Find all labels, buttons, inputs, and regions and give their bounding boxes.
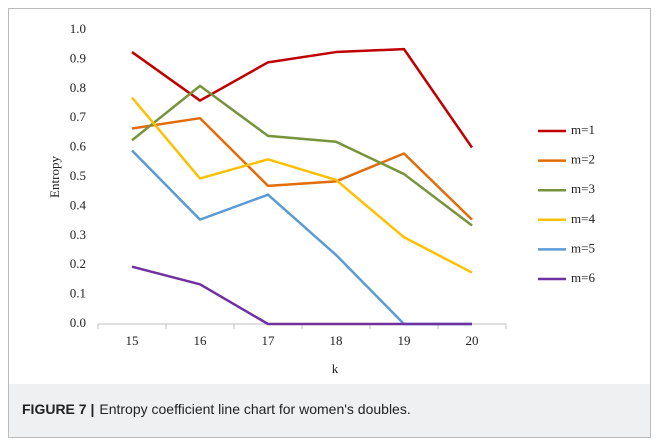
x-tick-label: 17: [262, 333, 276, 348]
legend-label: m=4: [571, 211, 595, 226]
series-line: [131, 47, 474, 149]
series-line: [131, 84, 473, 227]
legend-label: m=5: [571, 240, 595, 255]
y-tick-label: 0.3: [70, 227, 86, 242]
y-tick-label: 0.7: [70, 109, 87, 124]
legend-label: m=1: [571, 122, 595, 137]
caption-band: [9, 384, 650, 437]
y-tick-label: 0.4: [70, 197, 87, 212]
x-tick-label: 20: [466, 333, 479, 348]
x-axis-label: k: [332, 361, 339, 376]
legend-label: m=3: [571, 181, 595, 196]
caption: FIGURE 7 | Entropy coefficient line chart…: [22, 401, 411, 417]
y-tick-label: 0.5: [70, 168, 86, 183]
series-line: [131, 265, 472, 326]
legend-label: m=6: [571, 270, 595, 285]
y-tick-label: 0.6: [70, 139, 87, 154]
y-axis-label: Entropy: [47, 156, 62, 198]
y-tick-label: 0.1: [70, 286, 86, 301]
series-line: [131, 116, 473, 221]
y-tick-label: 0.0: [70, 315, 86, 330]
y-tick-label: 0.9: [70, 50, 86, 65]
legend-label: m=2: [571, 152, 595, 167]
x-tick-label: 16: [194, 333, 208, 348]
x-tick-label: 15: [126, 333, 139, 348]
caption-label: FIGURE 7 |: [22, 401, 94, 417]
y-tick-label: 0.8: [70, 80, 86, 95]
y-tick-label: 1.0: [70, 21, 86, 36]
y-tick-label: 0.2: [70, 256, 86, 271]
caption-text: Entropy coefficient line chart for women…: [99, 401, 410, 417]
chart-frame: [8, 8, 651, 438]
x-tick-label: 18: [330, 333, 343, 348]
x-tick-label: 19: [398, 333, 411, 348]
series-line: [131, 96, 473, 274]
